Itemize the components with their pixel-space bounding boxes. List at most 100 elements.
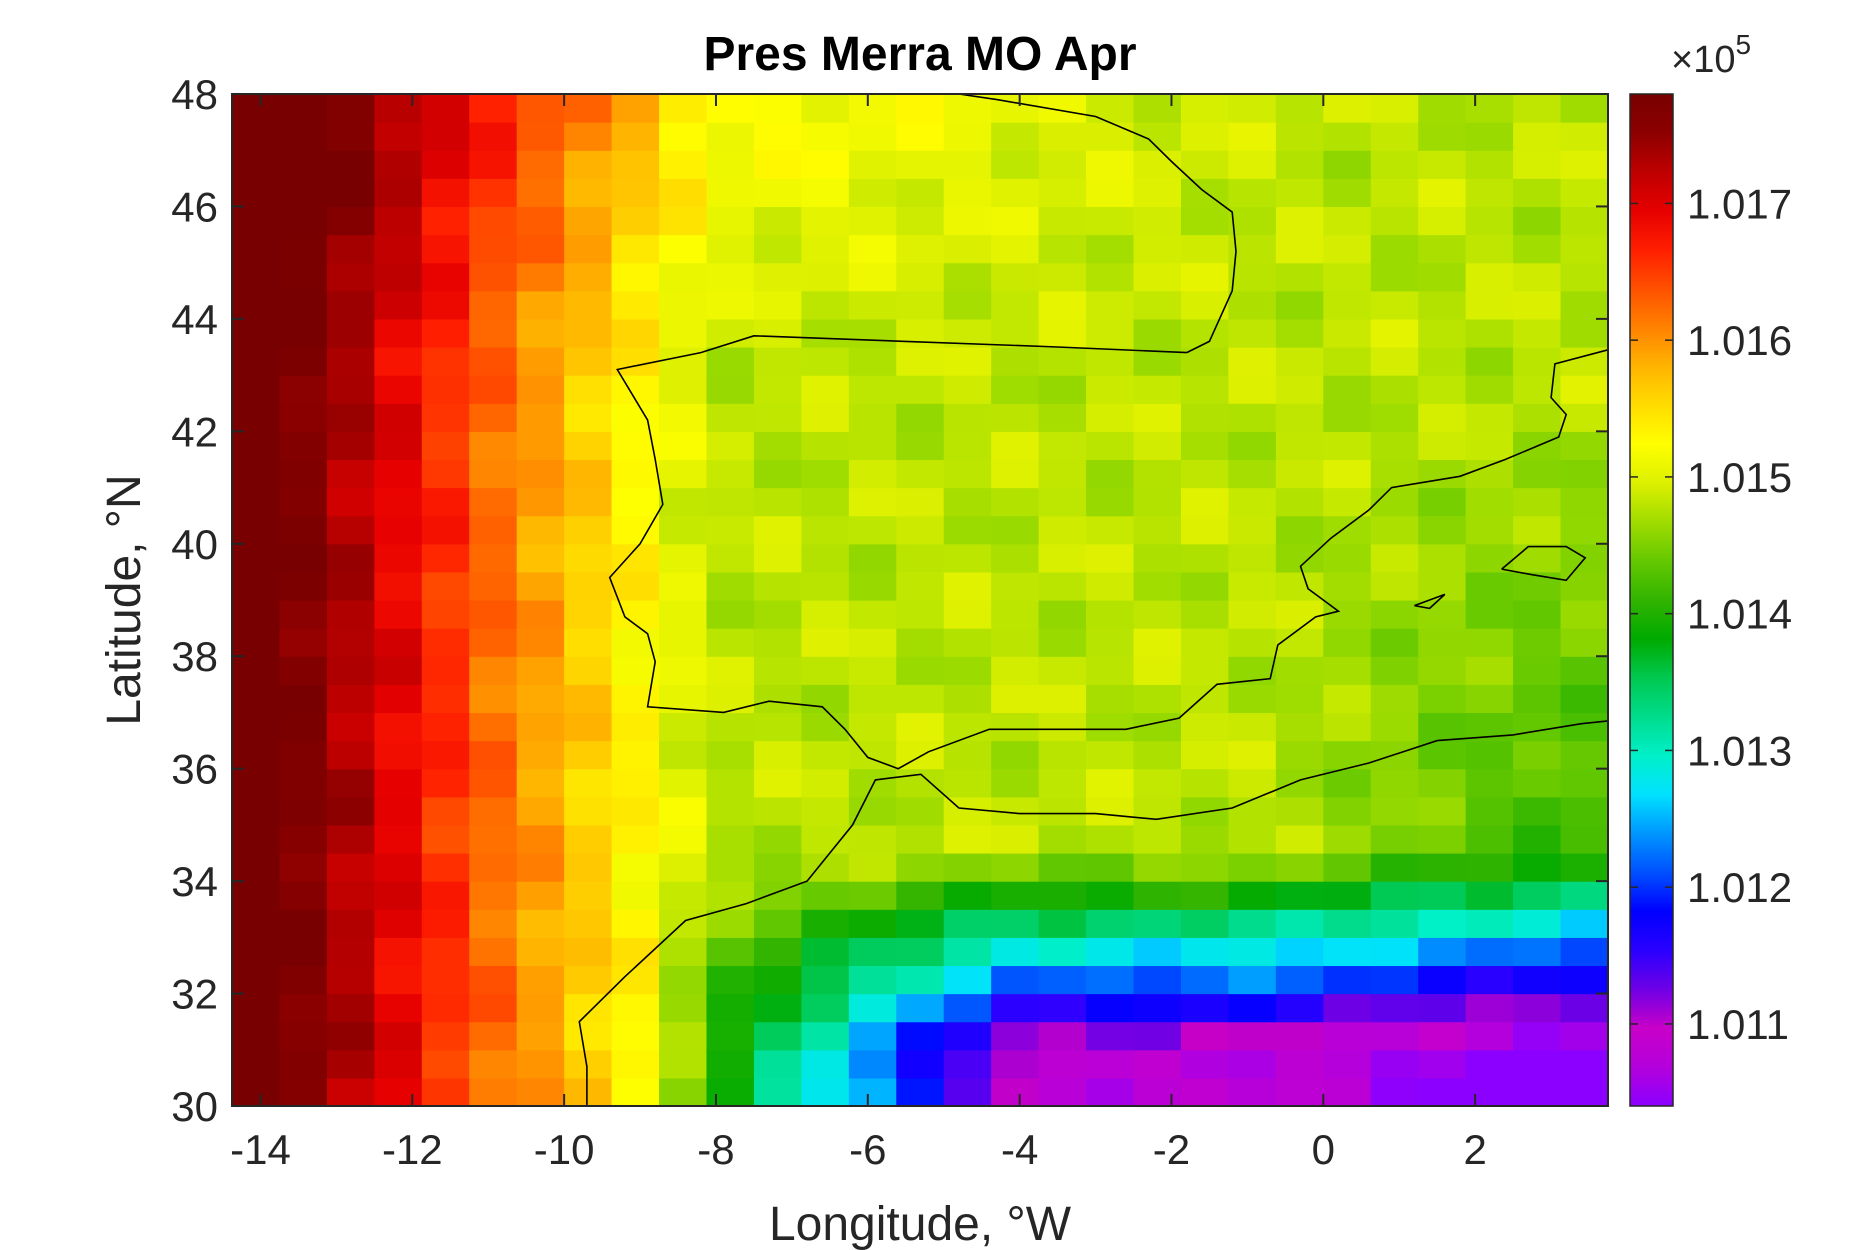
- heatmap-cell: [1370, 600, 1419, 629]
- heatmap-cell: [1323, 318, 1372, 348]
- heatmap-cell: [1560, 881, 1609, 910]
- heatmap-cell: [659, 515, 708, 545]
- heatmap-cell: [1180, 993, 1230, 1023]
- heatmap-cell: [1370, 768, 1419, 798]
- heatmap-cell: [1323, 881, 1372, 910]
- heatmap-cell: [279, 1077, 328, 1107]
- heatmap-cell: [1275, 1049, 1324, 1079]
- heatmap-cell: [1086, 853, 1135, 882]
- heatmap-cell: [516, 937, 565, 967]
- heatmap-cell: [1323, 796, 1372, 826]
- heatmap-cell: [1086, 684, 1135, 714]
- heatmap-cell: [232, 515, 281, 545]
- heatmap-cell: [611, 712, 660, 742]
- heatmap-cell: [611, 768, 660, 798]
- heatmap-cell: [469, 403, 518, 432]
- heatmap-cell: [232, 459, 281, 489]
- heatmap-cell: [801, 1021, 850, 1051]
- heatmap-cell: [896, 628, 945, 657]
- chart-title: Pres Merra MO Apr: [703, 28, 1136, 81]
- coastline-path-0: [608, 334, 1609, 770]
- heatmap-cell: [1513, 178, 1562, 208]
- heatmap-cell: [564, 262, 613, 292]
- y-tick-label: 36: [171, 746, 218, 793]
- heatmap-cell: [1086, 881, 1135, 910]
- heatmap-cell: [1038, 431, 1087, 461]
- heatmap-cell: [611, 431, 660, 461]
- heatmap-cell: [1418, 234, 1467, 264]
- heatmap-cell: [991, 403, 1040, 432]
- heatmap-cell: [896, 1021, 945, 1051]
- heatmap-cell: [1038, 1049, 1087, 1079]
- heatmap-cell: [896, 684, 945, 714]
- heatmap-cell: [1560, 684, 1609, 714]
- heatmap-cell: [943, 178, 992, 208]
- heatmap-cell: [1180, 206, 1230, 236]
- heatmap-cell: [1513, 853, 1562, 882]
- heatmap-cell: [1465, 403, 1514, 432]
- heatmap-cell: [753, 965, 802, 995]
- heatmap-cell: [326, 150, 375, 179]
- heatmap-cell: [611, 628, 660, 657]
- heatmap-cell: [1323, 178, 1372, 208]
- heatmap-cell: [706, 234, 755, 264]
- heatmap-cell: [232, 150, 281, 179]
- heatmap-cell: [896, 122, 945, 151]
- heatmap-cell: [326, 824, 375, 854]
- heatmap-cell: [1323, 853, 1372, 882]
- heatmap-cell: [991, 684, 1040, 714]
- heatmap-cell: [1133, 318, 1182, 348]
- heatmap-cell: [896, 543, 945, 573]
- heatmap-cell: [848, 543, 897, 573]
- heatmap-cell: [516, 796, 565, 826]
- heatmap-cell: [1513, 543, 1562, 573]
- heatmap-cell: [1086, 600, 1135, 629]
- heatmap-cell: [1228, 796, 1277, 826]
- heatmap-cell: [516, 656, 565, 685]
- heatmap-cell: [1133, 94, 1182, 123]
- heatmap-cell: [1228, 571, 1277, 601]
- heatmap-cell: [848, 937, 897, 967]
- heatmap-cell: [279, 122, 328, 151]
- heatmap-cell: [801, 375, 850, 404]
- heatmap-cell: [516, 543, 565, 573]
- heatmap-cell: [516, 403, 565, 432]
- heatmap-cell: [1275, 487, 1324, 517]
- heatmap-cell: [516, 768, 565, 798]
- x-tick-label: 2: [1463, 1126, 1486, 1173]
- heatmap-cell: [469, 740, 518, 770]
- heatmap-cell: [1323, 571, 1372, 601]
- heatmap-cell: [516, 487, 565, 517]
- heatmap-cell: [1086, 150, 1135, 179]
- heatmap-cell: [279, 993, 328, 1023]
- heatmap-cell: [1228, 824, 1277, 854]
- heatmap-cell: [232, 1021, 281, 1051]
- heatmap-cell: [991, 234, 1040, 264]
- heatmap-cell: [1133, 1021, 1182, 1051]
- heatmap-cell: [611, 571, 660, 601]
- heatmap-cell: [1086, 206, 1135, 236]
- heatmap-cell: [659, 318, 708, 348]
- heatmap-cell: [611, 853, 660, 882]
- heatmap-cell: [232, 487, 281, 517]
- heatmap-cell: [801, 909, 850, 938]
- heatmap-cell: [848, 375, 897, 404]
- heatmap-cell: [1228, 178, 1277, 208]
- heatmap-cell: [1086, 824, 1135, 854]
- heatmap-cell: [564, 768, 613, 798]
- heatmap-cell: [1133, 571, 1182, 601]
- colorbar-tick-label: 1.017: [1687, 180, 1792, 227]
- heatmap-cell: [1133, 993, 1182, 1023]
- heatmap-cell: [1560, 94, 1609, 123]
- heatmap-cell: [1228, 909, 1277, 938]
- heatmap-cell: [1086, 375, 1135, 404]
- heatmap-cell: [1418, 347, 1467, 376]
- heatmap-cell: [1038, 262, 1087, 292]
- colorbar-multiplier: ×105: [1671, 29, 1751, 81]
- heatmap-cell: [326, 234, 375, 264]
- heatmap-cell: [516, 459, 565, 489]
- heatmap-cell: [374, 487, 423, 517]
- heatmap-cell: [1465, 937, 1514, 967]
- heatmap-cell: [1465, 768, 1514, 798]
- x-axis: -14 -12 -10 -8 -6 -4 -2 0 2: [230, 94, 1487, 1173]
